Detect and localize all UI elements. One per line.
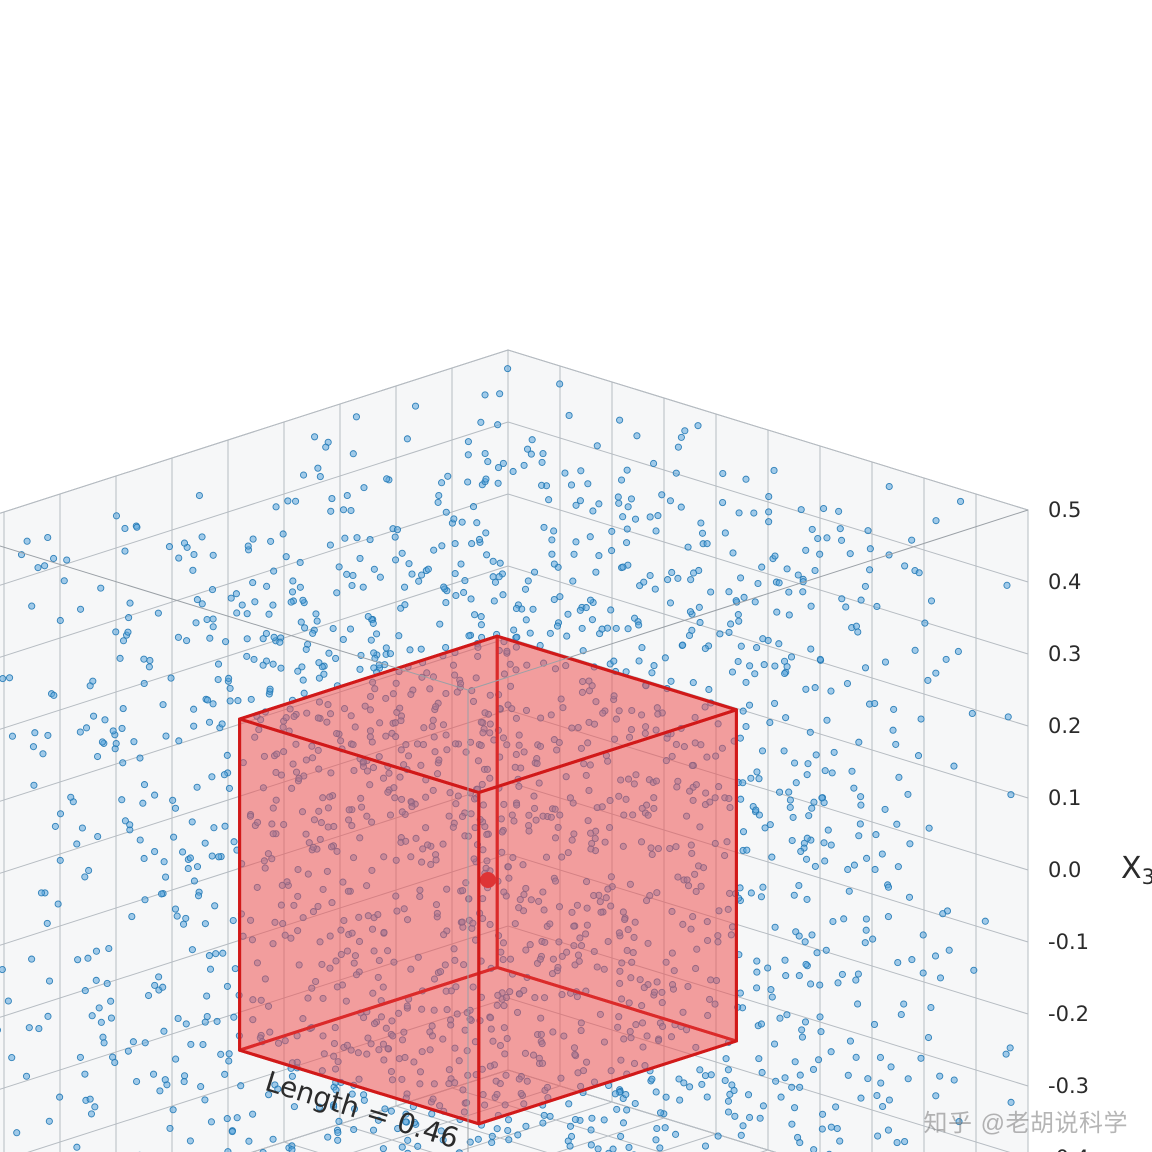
x3-tick: -0.1 <box>1048 930 1089 954</box>
x3-tick: -0.3 <box>1048 1074 1089 1098</box>
watermark: 知乎 @老胡说科学 <box>923 1103 1128 1138</box>
svg-text:X3: X3 <box>1121 851 1152 889</box>
watermark-brand: 知乎 <box>923 1110 972 1137</box>
figure-container: Length = 0.46-0.5-0.4-0.3-0.2-0.10.00.10… <box>0 0 1152 1152</box>
x3-tick: 0.4 <box>1048 570 1081 594</box>
x3-tick: 0.1 <box>1048 786 1081 810</box>
x3-tick: -0.4 <box>1048 1146 1089 1152</box>
x3-tick: 0.5 <box>1048 498 1081 522</box>
x3-tick: 0.3 <box>1048 642 1081 666</box>
x3-tick: -0.2 <box>1048 1002 1089 1026</box>
watermark-handle: @老胡说科学 <box>981 1110 1128 1137</box>
inner-cube <box>240 636 737 1124</box>
x3-axis-label: X3 <box>1121 851 1152 889</box>
x3-tick: 0.0 <box>1048 858 1081 882</box>
x3-tick: 0.2 <box>1048 714 1081 738</box>
plot-svg: Length = 0.46-0.5-0.4-0.3-0.2-0.10.00.10… <box>0 0 1152 1152</box>
